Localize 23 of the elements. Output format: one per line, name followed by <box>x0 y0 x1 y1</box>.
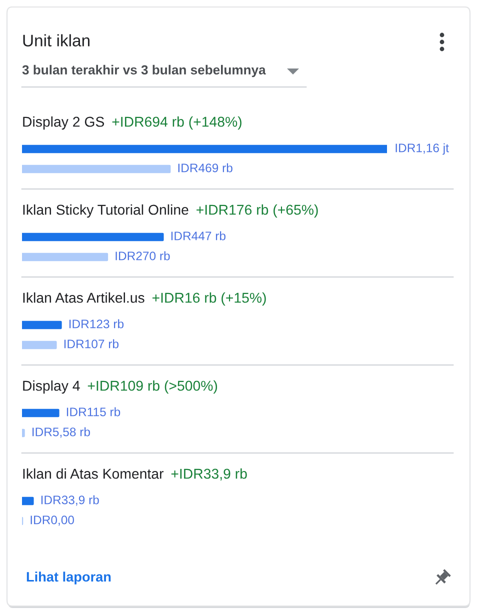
data-label: IDR469 rb <box>178 163 232 172</box>
chart-title: Unit iklan <box>23 34 90 46</box>
y-tick-label: Iklan Atas Artikel.us <box>23 292 144 303</box>
data-label: IDR123 rb <box>69 319 124 328</box>
y-tick-label: Iklan Sticky Tutorial Online <box>23 204 188 218</box>
annotation: +IDR33,9 rb <box>171 468 247 480</box>
data-label: IDR447 rb <box>171 231 226 240</box>
data-label: IDR0,00 <box>30 516 74 526</box>
annotation: +IDR176 rb (+65%) <box>196 204 318 218</box>
data-label: IDR107 rb <box>64 339 118 348</box>
annotation: +IDR109 rb (>500%) <box>88 380 218 394</box>
data-label: IDR115 rb <box>66 407 120 416</box>
chart-subtitle: 3 bulan terakhir vs 3 bulan sebelumnya <box>22 64 266 78</box>
annotation: +IDR16 rb (+15%) <box>152 292 266 306</box>
text: Lihat laporan <box>26 572 111 584</box>
y-tick-label: Display 2 GS <box>23 116 104 130</box>
data-label: IDR33,9 rb <box>41 495 99 506</box>
y-tick-label: Display 4 <box>23 380 80 394</box>
data-label: IDR270 rb <box>116 251 170 260</box>
data-label: IDR5,58 rb <box>32 427 90 438</box>
annotation: +IDR694 rb (+148%) <box>112 116 242 130</box>
y-tick-label: Iklan di Atas Komentar <box>23 468 164 479</box>
data-label: IDR1,16 jt <box>396 143 449 155</box>
